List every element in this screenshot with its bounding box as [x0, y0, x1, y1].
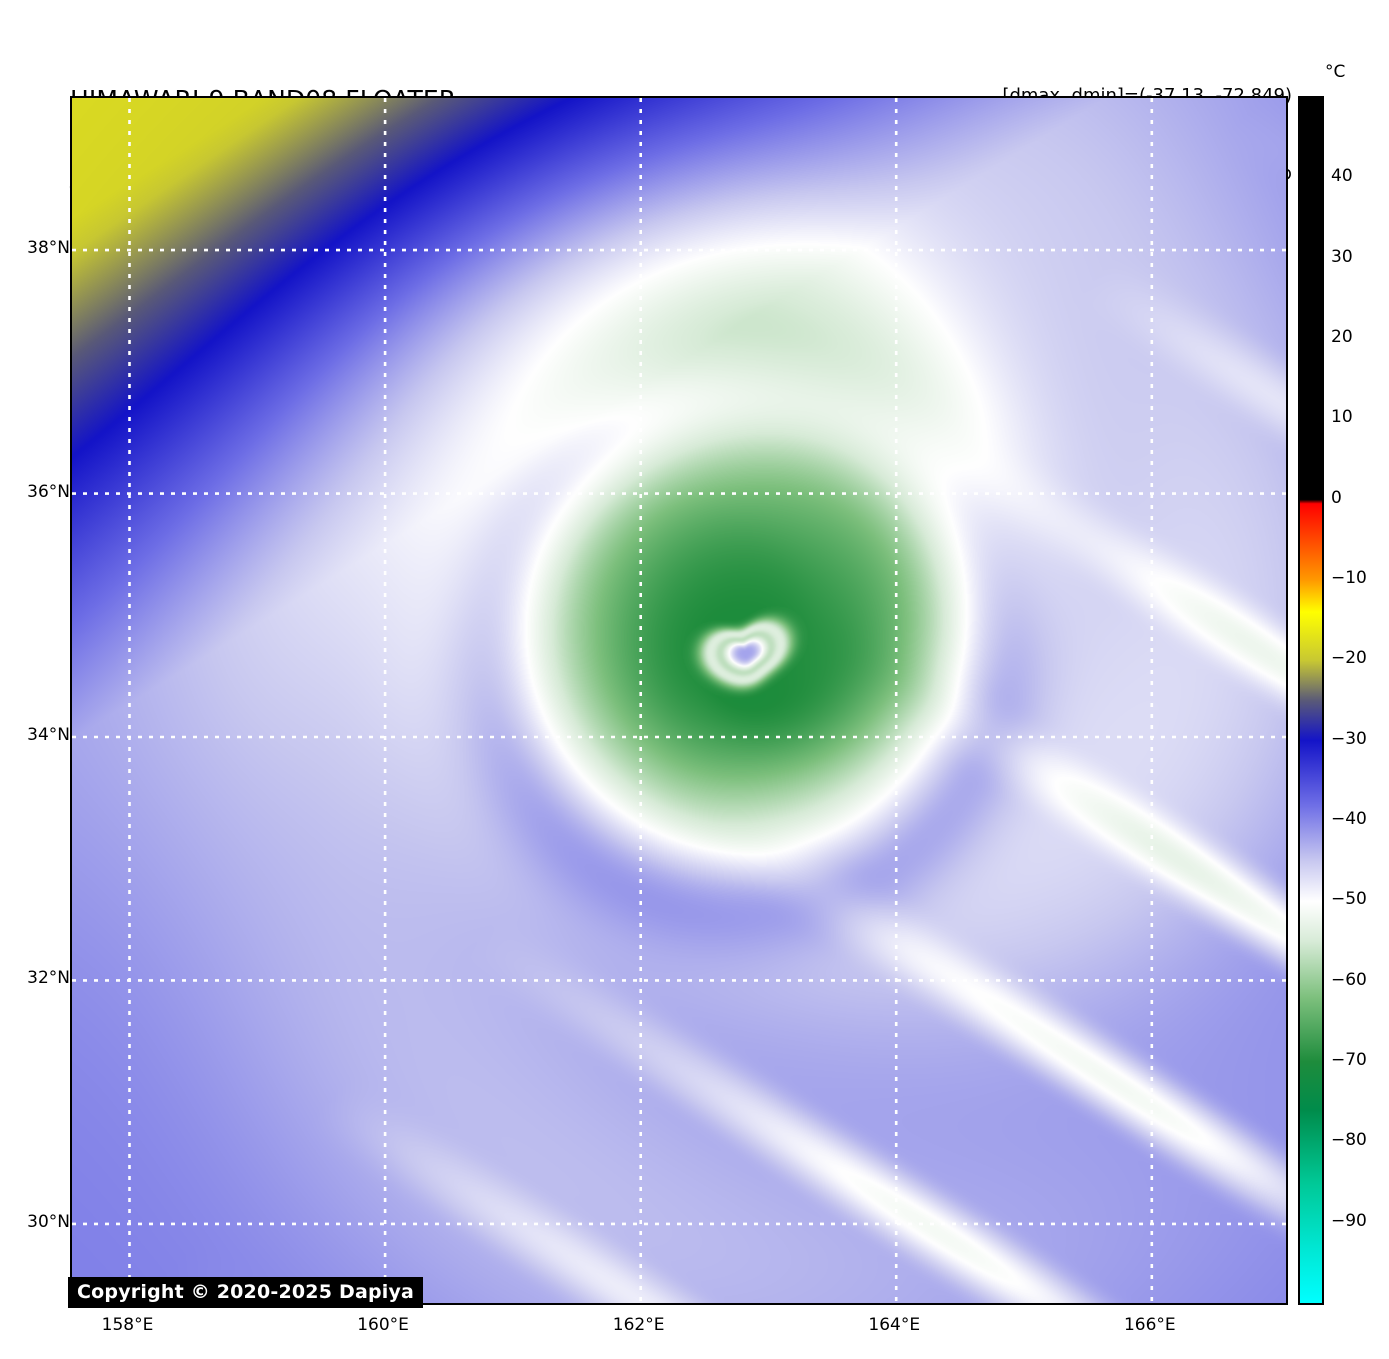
lon-tick-4: 166°E: [1123, 1315, 1176, 1335]
map-plot-area: [70, 96, 1288, 1305]
lat-tick-0: 38°N: [27, 238, 70, 259]
copyright-banner: Copyright © 2020-2025 Dapiya: [68, 1277, 424, 1308]
lat-tick-4: 30°N: [27, 1211, 70, 1232]
colorbar-gradient: [1300, 98, 1322, 1303]
lat-tick-1: 36°N: [27, 481, 70, 502]
colorbar-tick-8: −40: [1331, 809, 1367, 829]
colorbar-tick-11: −70: [1331, 1050, 1367, 1070]
satellite-imagery-canvas: [72, 98, 1286, 1303]
colorbar-tick-6: −20: [1331, 648, 1367, 669]
colorbar-tick-2: 20: [1331, 327, 1353, 347]
lon-tick-3: 164°E: [868, 1315, 921, 1335]
lat-tick-2: 34°N: [27, 725, 70, 745]
colorbar-tick-3: 10: [1331, 407, 1353, 428]
colorbar-tick-12: −80: [1331, 1130, 1367, 1151]
colorbar-unit-label: °C: [1325, 62, 1346, 82]
colorbar-tick-13: −90: [1331, 1210, 1367, 1231]
lon-tick-0: 158°E: [101, 1315, 154, 1335]
colorbar-tick-4: 0: [1331, 487, 1342, 508]
lon-tick-1: 160°E: [357, 1315, 409, 1335]
colorbar-tick-0: 40: [1331, 166, 1353, 187]
colorbar-tick-10: −60: [1331, 969, 1367, 990]
colorbar: [1298, 96, 1324, 1305]
colorbar-tick-7: −30: [1331, 728, 1367, 749]
lat-tick-3: 32°N: [27, 968, 70, 989]
colorbar-tick-9: −50: [1331, 889, 1367, 910]
colorbar-tick-5: −10: [1331, 568, 1367, 588]
lon-tick-2: 162°E: [612, 1315, 665, 1335]
colorbar-tick-1: 30: [1331, 246, 1353, 267]
